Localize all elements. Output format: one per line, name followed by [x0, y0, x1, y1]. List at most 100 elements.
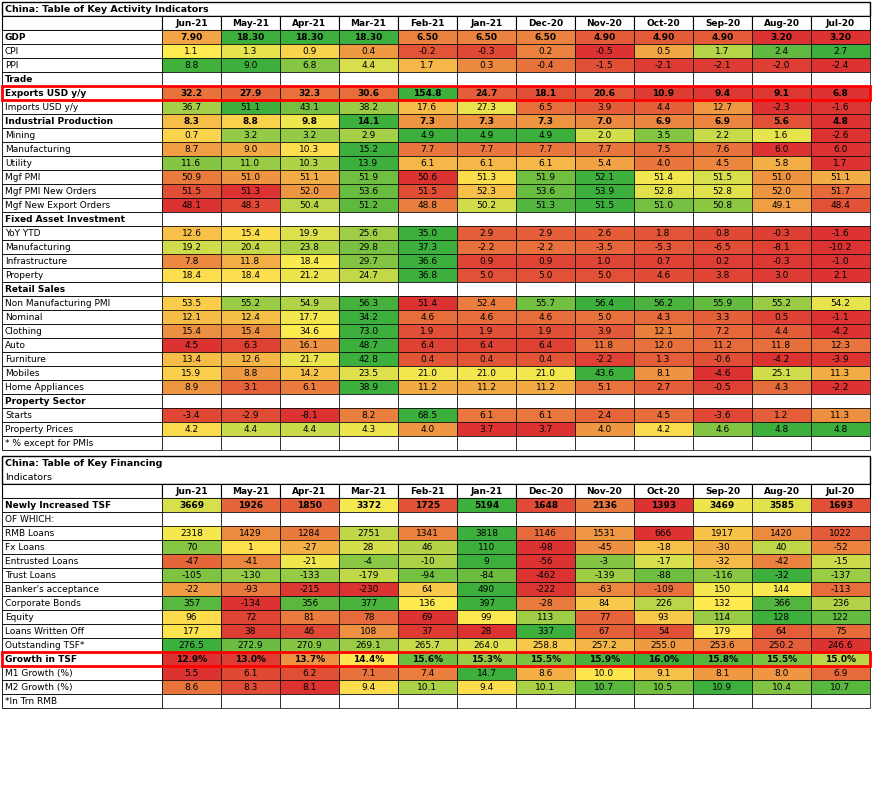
Bar [2, 87, 162, 101]
Text: -2.2: -2.2 [595, 355, 612, 364]
Text: -2.3: -2.3 [772, 104, 789, 112]
Bar [810, 394, 869, 409]
Bar [221, 213, 280, 226]
Bar [457, 199, 516, 213]
Text: 0.4: 0.4 [420, 355, 434, 364]
Bar [751, 241, 810, 255]
Bar [398, 381, 457, 394]
Text: 4.4: 4.4 [302, 425, 316, 434]
Bar [280, 59, 339, 73]
Text: 5.6: 5.6 [772, 117, 789, 126]
Text: 10.4: 10.4 [771, 683, 790, 691]
Text: 27.9: 27.9 [239, 89, 261, 99]
Bar [574, 569, 633, 582]
Text: 48.4: 48.4 [830, 202, 849, 210]
Text: 51.1: 51.1 [240, 104, 260, 112]
Text: 18.1: 18.1 [534, 89, 556, 99]
Bar [398, 694, 457, 708]
Text: 51.4: 51.4 [417, 300, 437, 308]
Bar [633, 366, 692, 381]
Bar [810, 199, 869, 213]
Text: 4.6: 4.6 [479, 313, 493, 322]
Bar [339, 101, 398, 115]
Bar [633, 101, 692, 115]
Bar [574, 296, 633, 311]
Bar [574, 597, 633, 610]
Bar [398, 484, 457, 499]
Text: 4.8: 4.8 [831, 117, 848, 126]
Text: 7.3: 7.3 [478, 117, 494, 126]
Bar [574, 666, 633, 680]
Bar [221, 283, 280, 296]
Bar [162, 484, 221, 499]
Bar [516, 59, 574, 73]
Text: 3.0: 3.0 [773, 271, 788, 280]
Bar [574, 171, 633, 185]
Bar [457, 582, 516, 597]
Text: 52.4: 52.4 [476, 300, 496, 308]
Bar [457, 311, 516, 324]
Text: 28: 28 [362, 543, 374, 552]
Bar [339, 422, 398, 437]
Bar [516, 171, 574, 185]
Bar [516, 101, 574, 115]
Text: 5.0: 5.0 [596, 271, 611, 280]
Text: 53.9: 53.9 [594, 187, 614, 196]
Bar [751, 582, 810, 597]
Bar [162, 185, 221, 199]
Text: Auto: Auto [5, 341, 26, 350]
Bar [633, 694, 692, 708]
Bar [516, 115, 574, 128]
Bar [751, 394, 810, 409]
Text: 2136: 2136 [591, 501, 616, 510]
Bar [280, 381, 339, 394]
Bar [633, 199, 692, 213]
Text: 11.8: 11.8 [240, 257, 260, 266]
Text: 3585: 3585 [768, 501, 793, 510]
Text: 14.4%: 14.4% [352, 654, 384, 663]
Bar [221, 339, 280, 353]
Text: 37: 37 [421, 626, 433, 636]
Text: 12.4: 12.4 [240, 313, 260, 322]
Bar [2, 512, 162, 526]
Text: 10.9: 10.9 [652, 89, 674, 99]
Bar [516, 296, 574, 311]
Text: 10.7: 10.7 [830, 683, 849, 691]
Text: 15.4: 15.4 [181, 327, 201, 336]
Bar [751, 666, 810, 680]
Text: 1146: 1146 [534, 529, 556, 538]
Bar [221, 185, 280, 199]
Bar [574, 17, 633, 31]
Text: 68.5: 68.5 [417, 411, 437, 420]
Bar [221, 582, 280, 597]
Text: -8.1: -8.1 [300, 411, 318, 420]
Bar [516, 199, 574, 213]
Text: -139: -139 [594, 571, 614, 580]
Bar [751, 199, 810, 213]
Text: 0.2: 0.2 [714, 257, 729, 266]
Bar [221, 296, 280, 311]
Text: 12.1: 12.1 [653, 327, 673, 336]
Text: 0.2: 0.2 [538, 47, 552, 56]
Bar [2, 171, 162, 185]
Text: 18.30: 18.30 [236, 34, 265, 43]
Bar [2, 45, 162, 59]
Bar [692, 199, 751, 213]
Text: 5.1: 5.1 [596, 383, 611, 392]
Bar [221, 666, 280, 680]
Bar [2, 87, 869, 101]
Bar [2, 115, 162, 128]
Bar [280, 128, 339, 143]
Text: Indicators: Indicators [5, 473, 52, 482]
Text: Feb-21: Feb-21 [409, 487, 444, 496]
Text: 1.7: 1.7 [420, 61, 434, 71]
Bar [692, 569, 751, 582]
Text: 23.5: 23.5 [358, 369, 378, 378]
Bar [692, 101, 751, 115]
Text: -4.2: -4.2 [831, 327, 848, 336]
Bar [280, 241, 339, 255]
Text: 7.3: 7.3 [537, 117, 552, 126]
Text: May-21: May-21 [232, 19, 269, 28]
Text: -28: -28 [537, 599, 552, 608]
Bar [810, 73, 869, 87]
